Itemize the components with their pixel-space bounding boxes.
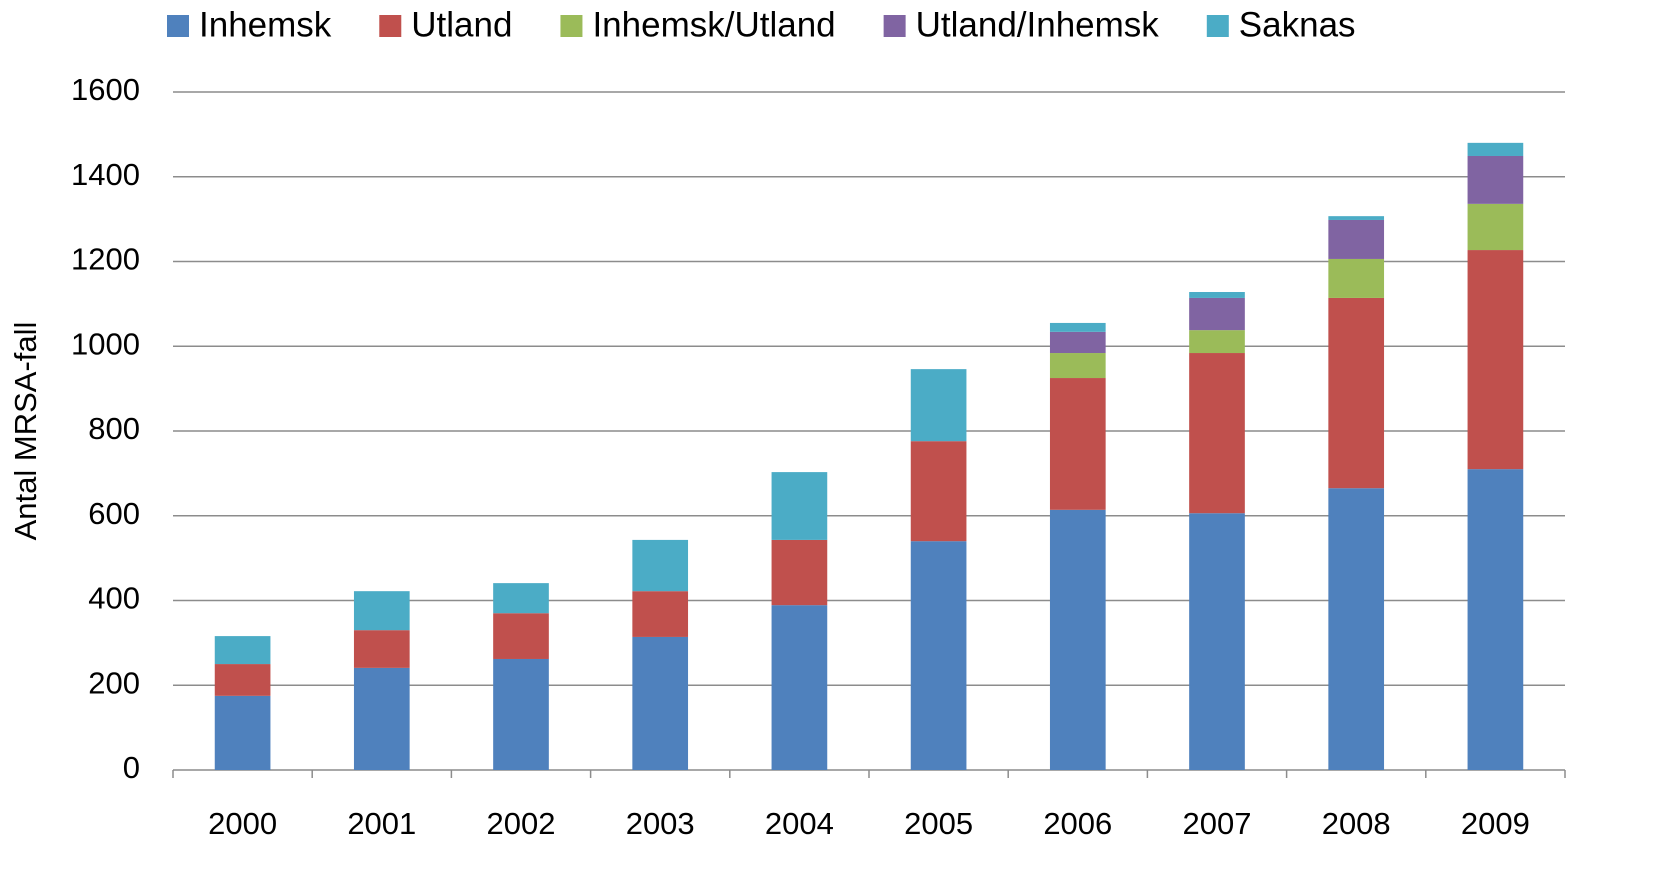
legend-label: Utland [411, 5, 512, 44]
bar-segment [910, 441, 967, 542]
bar-segment [632, 591, 689, 637]
legend-label: Inhemsk [199, 5, 332, 44]
y-tick-label: 200 [88, 665, 140, 700]
bar-segment [493, 613, 549, 659]
bar-segment [771, 605, 828, 770]
bar-segment [1467, 155, 1524, 204]
x-tick-label: 2009 [1461, 806, 1530, 841]
bar-segment [353, 630, 410, 668]
bar-segment [771, 472, 828, 540]
y-tick-label: 400 [88, 581, 140, 616]
bar-segment [910, 369, 967, 442]
y-tick-label: 600 [88, 496, 140, 531]
y-tick-label: 1400 [71, 157, 140, 192]
x-tick-label: 2001 [347, 806, 416, 841]
x-tick-label: 2007 [1183, 806, 1252, 841]
legend-swatch [560, 15, 583, 37]
x-tick-label: 2005 [904, 806, 973, 841]
bar-segment [1049, 331, 1106, 354]
bar-segment [1049, 509, 1106, 770]
bar-segment [1328, 219, 1385, 259]
bar-segment [214, 636, 271, 665]
x-tick-label: 2000 [208, 806, 277, 841]
legend-swatch [379, 15, 402, 37]
x-tick-label: 2002 [487, 806, 556, 841]
y-tick-label: 1600 [71, 72, 140, 107]
bar-segment [493, 583, 549, 614]
bar-segment [1189, 292, 1245, 298]
x-tick-label: 2003 [626, 806, 695, 841]
y-tick-label: 1200 [71, 242, 140, 277]
bar-segment [1328, 258, 1385, 298]
legend-label: Inhemsk/Utland [592, 5, 835, 44]
legend-label: Utland/Inhemsk [916, 5, 1160, 44]
bar-segment [632, 636, 689, 770]
x-tick-label: 2006 [1043, 806, 1112, 841]
bar-segment [493, 658, 549, 770]
bar-segment [1189, 330, 1245, 354]
bar-segment [1467, 142, 1524, 156]
bar-segment [1189, 353, 1245, 514]
bar-segment [214, 695, 271, 770]
bar-segment [1328, 488, 1385, 770]
bar-segment [1189, 513, 1245, 770]
bar-segment [910, 541, 967, 770]
bar-segment [1049, 353, 1106, 379]
bar-segment [1467, 250, 1524, 470]
bar-segment [1049, 322, 1106, 332]
legend-swatch [883, 15, 906, 37]
y-tick-label: 0 [123, 750, 140, 785]
bar-segment [1328, 297, 1385, 489]
bar-segment [1328, 216, 1385, 220]
legend-swatch [167, 15, 189, 37]
y-tick-label: 800 [88, 411, 140, 446]
bar-segment [214, 664, 271, 696]
bar-segment [353, 667, 410, 770]
legend-swatch [1206, 15, 1229, 37]
bar-segment [1467, 203, 1524, 251]
bar-segment [1189, 297, 1245, 331]
y-tick-label: 1000 [71, 326, 140, 361]
legend-label: Saknas [1239, 5, 1356, 44]
bar-segment [353, 591, 410, 631]
y-axis-title: Antal MRSA-fall [8, 322, 43, 541]
bar-segment [771, 539, 828, 606]
x-tick-label: 2008 [1322, 806, 1391, 841]
bar-segment [1049, 378, 1106, 510]
x-tick-label: 2004 [765, 806, 834, 841]
bar-segment [632, 539, 689, 592]
bar-segment [1467, 469, 1524, 770]
